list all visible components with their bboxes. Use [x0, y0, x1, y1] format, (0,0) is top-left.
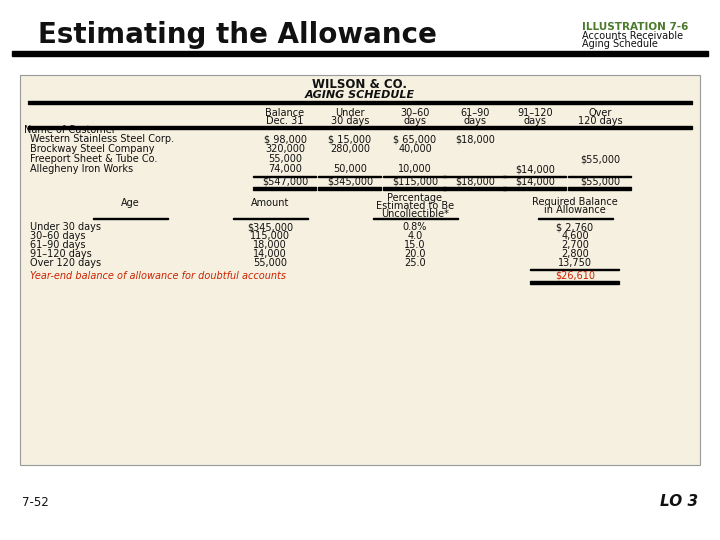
Text: $547,000: $547,000 [262, 177, 308, 187]
Text: days: days [523, 116, 546, 126]
Text: WILSON & CO.: WILSON & CO. [312, 78, 408, 91]
Bar [538, 218, 613, 219]
Text: $55,000: $55,000 [580, 154, 620, 164]
Text: 61–90: 61–90 [460, 108, 490, 118]
Text: $14,000: $14,000 [515, 164, 555, 174]
Text: 320,000: 320,000 [265, 144, 305, 154]
Text: Name of Customer: Name of Customer [24, 125, 116, 135]
Text: 14,000: 14,000 [253, 249, 287, 259]
Bar [443, 187, 506, 188]
Text: 91–120 days: 91–120 days [30, 249, 91, 259]
Bar [20, 75, 700, 465]
Text: 10,000: 10,000 [398, 164, 432, 174]
Text: Estimated to Be: Estimated to Be [376, 201, 454, 211]
Text: days: days [403, 116, 426, 126]
Text: 50,000: 50,000 [333, 164, 367, 174]
Bar [443, 176, 506, 177]
Text: Freeport Sheet & Tube Co.: Freeport Sheet & Tube Co. [30, 154, 158, 164]
Bar [28, 103, 692, 104]
Text: 7-52: 7-52 [22, 496, 49, 509]
Text: $ 2,760: $ 2,760 [557, 222, 593, 232]
Text: Percentage: Percentage [387, 193, 443, 203]
Text: 15.0: 15.0 [404, 240, 426, 250]
Bar [530, 269, 619, 270]
Text: days: days [464, 116, 487, 126]
Text: Estimating the Allowance: Estimating the Allowance [38, 21, 437, 49]
Bar [318, 176, 381, 177]
Text: 74,000: 74,000 [268, 164, 302, 174]
Text: 55,000: 55,000 [268, 154, 302, 164]
Text: $115,000: $115,000 [392, 177, 438, 187]
Text: 55,000: 55,000 [253, 258, 287, 268]
Text: in Allowance: in Allowance [544, 205, 606, 215]
Text: 4,600: 4,600 [561, 231, 589, 241]
Text: Accounts Receivable: Accounts Receivable [582, 31, 683, 41]
Text: LO 3: LO 3 [660, 495, 698, 510]
Bar [530, 281, 619, 282]
Text: $ 65,000: $ 65,000 [393, 134, 436, 144]
Text: $ 15,000: $ 15,000 [328, 134, 372, 144]
Text: 2,800: 2,800 [561, 249, 589, 259]
Text: 61–90 days: 61–90 days [30, 240, 86, 250]
Text: 30 days: 30 days [330, 116, 369, 126]
Text: $14,000: $14,000 [515, 177, 555, 187]
Bar [253, 187, 316, 188]
Text: $55,000: $55,000 [580, 177, 620, 187]
Bar [503, 187, 566, 188]
Text: 30–60: 30–60 [400, 108, 430, 118]
Bar [568, 176, 631, 177]
Text: Over: Over [588, 108, 612, 118]
Text: $345,000: $345,000 [247, 222, 293, 232]
Text: $18,000: $18,000 [455, 134, 495, 144]
Text: Under: Under [336, 108, 365, 118]
Bar [568, 187, 631, 188]
Text: 4.0: 4.0 [408, 231, 423, 241]
Text: Amount: Amount [251, 198, 289, 208]
Text: 280,000: 280,000 [330, 144, 370, 154]
Bar [318, 187, 381, 188]
Text: ILLUSTRATION 7-6: ILLUSTRATION 7-6 [582, 22, 688, 32]
Text: Aging Schedule: Aging Schedule [582, 39, 658, 49]
Text: $345,000: $345,000 [327, 177, 373, 187]
Text: Allegheny Iron Works: Allegheny Iron Works [30, 164, 133, 174]
Text: 2,700: 2,700 [561, 240, 589, 250]
Text: 20.0: 20.0 [404, 249, 426, 259]
Bar [28, 101, 692, 102]
Text: AGING SCHEDULE: AGING SCHEDULE [305, 90, 415, 100]
Text: Uncollectible*: Uncollectible* [381, 209, 449, 219]
Text: 0.8%: 0.8% [402, 222, 427, 232]
Text: Dec. 31: Dec. 31 [266, 116, 304, 126]
Text: $18,000: $18,000 [455, 177, 495, 187]
Text: $26,610: $26,610 [555, 271, 595, 281]
Text: Brockway Steel Company: Brockway Steel Company [30, 144, 155, 154]
Text: 115,000: 115,000 [250, 231, 290, 241]
Bar [12, 51, 708, 56]
Text: Required Balance: Required Balance [532, 197, 618, 207]
Text: 18,000: 18,000 [253, 240, 287, 250]
Text: 13,750: 13,750 [558, 258, 592, 268]
Text: Western Stainless Steel Corp.: Western Stainless Steel Corp. [30, 134, 174, 144]
Bar [233, 218, 308, 219]
Text: 25.0: 25.0 [404, 258, 426, 268]
Text: Year-end balance of allowance for doubtful accounts: Year-end balance of allowance for doubtf… [30, 271, 286, 281]
Bar [383, 176, 446, 177]
Text: 91–120: 91–120 [517, 108, 553, 118]
Text: 120 days: 120 days [577, 116, 622, 126]
Bar [503, 176, 566, 177]
Text: Age: Age [121, 198, 140, 208]
Bar [28, 126, 692, 127]
Text: 40,000: 40,000 [398, 144, 432, 154]
Text: Over 120 days: Over 120 days [30, 258, 101, 268]
Text: 30–60 days: 30–60 days [30, 231, 86, 241]
Bar [253, 176, 316, 177]
Bar [373, 218, 458, 219]
Bar [93, 218, 168, 219]
Text: Balance: Balance [266, 108, 305, 118]
Text: $ 98,000: $ 98,000 [264, 134, 307, 144]
Bar [383, 187, 446, 188]
Text: Under 30 days: Under 30 days [30, 222, 101, 232]
